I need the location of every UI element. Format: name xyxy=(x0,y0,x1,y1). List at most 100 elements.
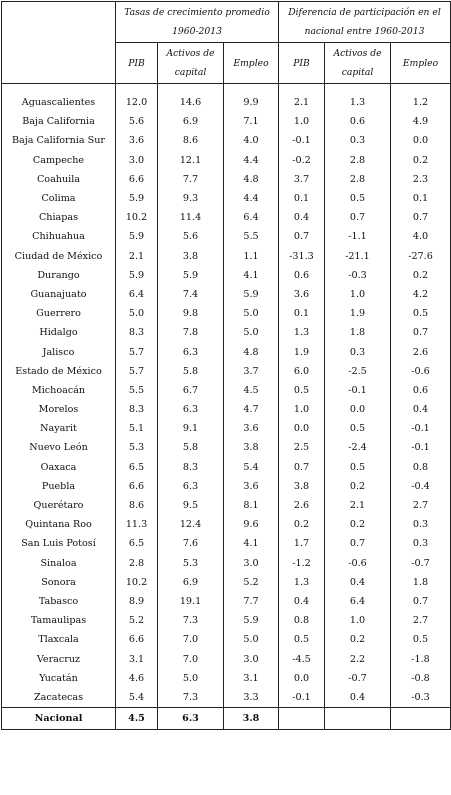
growth-pib-cell: 8.3 xyxy=(115,323,158,343)
table-row: San Luis Potosí 6.5 7.6 4.1 1.7 0.7 0.3 xyxy=(2,534,451,554)
growth-activos-cell: 7.3 xyxy=(157,687,224,708)
growth-empleo-cell: 6.4 xyxy=(223,208,279,228)
state-name: San Luis Potosí xyxy=(21,538,96,550)
diff-pib-cell: 3.6 xyxy=(278,284,325,305)
total-growth-activos: 6.3 xyxy=(157,707,224,730)
diff-empleo-cell: -1.8 xyxy=(389,649,451,669)
growth-activos-cell: 9.3 xyxy=(157,188,224,209)
state-name: Michoacán xyxy=(31,384,86,396)
diff-activos-cell: 2.8 xyxy=(324,150,391,170)
diff-empleo-cell: -0.8 xyxy=(389,668,451,688)
growth-empleo-cell: 5.5 xyxy=(223,227,279,247)
growth-activos-cell: 9.5 xyxy=(157,495,224,516)
growth-pib-cell: 4.6 xyxy=(115,668,158,688)
growth-activos-cell: 6.9 xyxy=(157,112,224,132)
table-row: Michoacán 5.5 6.7 4.5 0.5 -0.1 0.6 xyxy=(2,380,451,400)
growth-pib-cell: 5.4 xyxy=(115,687,158,708)
growth-activos-cell: 8.6 xyxy=(157,131,224,151)
growth-empleo-cell: 4.5 xyxy=(223,380,279,400)
growth-activos-cell: 5.6 xyxy=(157,227,224,247)
growth-activos-cell: 5.9 xyxy=(157,265,224,285)
state-name: Querétaro xyxy=(33,500,84,512)
diff-activos-cell: 1.3 xyxy=(324,93,391,113)
diff-empleo-cell: 0.3 xyxy=(389,534,451,554)
diff-pib-cell: 3.7 xyxy=(278,169,325,189)
state-name: Guerrero xyxy=(36,308,81,320)
diff-empleo-cell: 0.3 xyxy=(389,515,451,535)
table-row: Tamaulipas 5.2 7.3 5.9 0.8 1.0 2.7 xyxy=(2,611,451,631)
growth-pib-cell: 5.9 xyxy=(115,265,158,285)
diff-pib-cell: 0.0 xyxy=(278,668,325,688)
diff-pib-cell: 0.7 xyxy=(278,457,325,477)
diff-activos-cell: -2.5 xyxy=(324,361,391,381)
table-body: Aguascalientes 12.0 14.6 9.9 2.1 1.3 1.2 Baja C… xyxy=(2,83,451,708)
diff-pib-cell: 0.5 xyxy=(278,630,325,650)
diff-activos-cell: -0.7 xyxy=(324,668,391,688)
growth-empleo-cell: 5.0 xyxy=(223,304,279,324)
table-row: Baja California 5.6 6.9 7.1 1.0 0.6 4.9 xyxy=(2,112,451,132)
diff-empleo-cell: 0.6 xyxy=(389,380,451,400)
diff-group-header: Diferencia de participación en el nacion… xyxy=(277,1,451,43)
growth-empleo-cell: 3.0 xyxy=(223,649,279,669)
growth-activos-cell: 7.0 xyxy=(157,649,224,669)
diff-pib-cell: 2.5 xyxy=(278,438,325,458)
growth-pib-cell: 5.6 xyxy=(115,112,158,132)
diff-pib-cell: -0.1 xyxy=(278,131,325,151)
diff-empleo-cell: 0.7 xyxy=(389,323,451,343)
growth-pib-cell: 5.9 xyxy=(115,188,158,209)
growth-empleo-cell: 7.7 xyxy=(223,591,279,612)
diff-pib-cell: 0.6 xyxy=(278,265,325,285)
growth-activos-cell: 7.6 xyxy=(157,534,224,554)
diff-activos-cell: 0.2 xyxy=(324,515,391,535)
growth-activos-cell: 5.0 xyxy=(157,668,224,688)
growth-empleo-cell: 3.8 xyxy=(223,438,279,458)
state-name: Hidalgo xyxy=(39,327,78,339)
growth-pib-cell: 11.3 xyxy=(115,515,158,535)
growth-empleo-cell: 5.2 xyxy=(223,572,279,592)
total-label: Nacional xyxy=(1,707,116,730)
diff-empleo-cell: 1.2 xyxy=(389,93,451,113)
diff-pib-cell: 1.0 xyxy=(278,112,325,132)
diff-pib-cell: -0.2 xyxy=(278,150,325,170)
growth-activos-cell: 5.8 xyxy=(157,361,224,381)
diff-pib-cell: 3.8 xyxy=(278,476,325,496)
table-row: Guerrero 5.0 9.8 5.0 0.1 1.9 0.5 xyxy=(2,304,451,324)
diff-empleo-cell: 0.5 xyxy=(389,630,451,650)
diff-empleo-cell: 0.1 xyxy=(389,188,451,209)
growth-activos-cell: 12.1 xyxy=(157,150,224,170)
state-name: Coahuila xyxy=(36,173,81,185)
diff-pib-cell: 1.3 xyxy=(278,572,325,592)
diff-empleo-cell: 0.7 xyxy=(389,591,451,612)
growth-pib-cell: 3.0 xyxy=(115,150,158,170)
diff-activos-cell: -0.3 xyxy=(324,265,391,285)
growth-pib-cell: 5.1 xyxy=(115,419,158,439)
diff-pib-cell: 0.4 xyxy=(278,591,325,612)
diff-pib-cell: 1.7 xyxy=(278,534,325,554)
table-row: Quintana Roo 11.3 12.4 9.6 0.2 0.2 0.3 xyxy=(2,515,451,535)
diff-empleo-cell: -0.1 xyxy=(389,438,451,458)
growth-pib-cell: 6.5 xyxy=(115,457,158,477)
state-name: Veracruz xyxy=(36,653,81,665)
growth-pib-cell: 2.8 xyxy=(115,553,158,573)
growth-activos-cell: 14.6 xyxy=(157,93,224,113)
state-name: Chiapas xyxy=(38,212,79,224)
total-diff-activos xyxy=(324,707,391,730)
growth-pib-cell: 6.4 xyxy=(115,284,158,305)
diff-pib-cell: 0.5 xyxy=(278,380,325,400)
growth-activos-cell: 5.3 xyxy=(157,553,224,573)
growth-pib-cell: 5.9 xyxy=(115,227,158,247)
diff-empleo-header: Empleo xyxy=(389,42,451,84)
table-row: Coahuila 6.6 7.7 4.8 3.7 2.8 2.3 xyxy=(2,169,451,189)
diff-activos-cell: 0.5 xyxy=(324,457,391,477)
state-name: Tlaxcala xyxy=(38,634,79,646)
diff-activos-cell: 0.3 xyxy=(324,131,391,151)
diff-activos-cell: 2.1 xyxy=(324,495,391,516)
growth-group-header: Tasas de crecimiento promedio 1960-2013 xyxy=(115,1,279,43)
growth-pib-cell: 3.1 xyxy=(115,649,158,669)
diff-activos-cell: 0.2 xyxy=(324,476,391,496)
growth-activos-cell: 7.4 xyxy=(157,284,224,305)
growth-activos-cell: 19.1 xyxy=(157,591,224,612)
growth-empleo-cell: 8.1 xyxy=(223,495,279,516)
table-row: Chihuahua 5.9 5.6 5.5 0.7 -1.1 4.0 xyxy=(2,227,451,247)
